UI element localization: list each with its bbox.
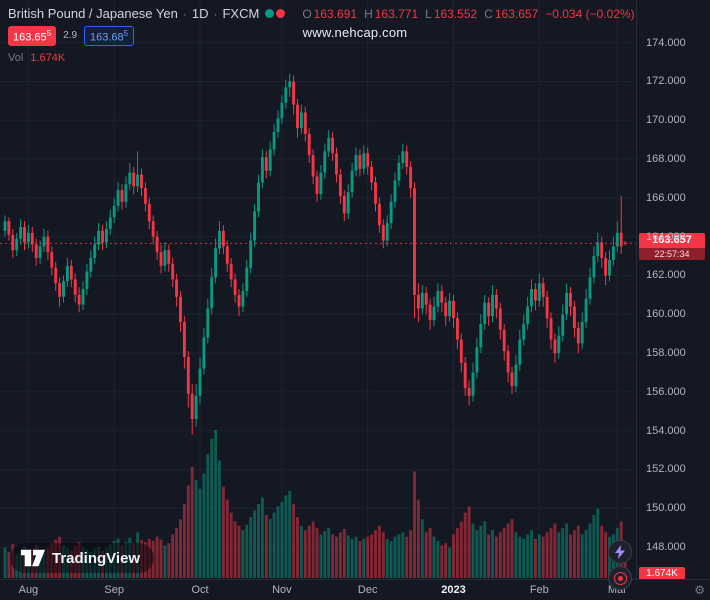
open-label: O: [302, 6, 312, 21]
price-axis-label: 154.000: [646, 424, 686, 437]
record-button[interactable]: [608, 566, 632, 590]
tradingview-logo-text: TradingView: [52, 549, 141, 567]
time-axis-label: Dec: [357, 584, 378, 596]
exchange-label[interactable]: FXCM: [222, 6, 260, 21]
separator: ·: [213, 6, 218, 21]
gear-icon[interactable]: ⚙: [694, 583, 705, 597]
down-color-swatch-icon: [276, 9, 286, 18]
high-value: 163.771: [374, 6, 419, 21]
low-value: 163.552: [433, 6, 478, 21]
grid-layer: [0, 0, 637, 580]
time-axis-label: Oct: [191, 584, 209, 596]
separator: ·: [182, 6, 187, 21]
quick-trade-button[interactable]: [608, 540, 632, 564]
sell-button[interactable]: 163.655: [8, 26, 57, 46]
symbol-title[interactable]: British Pound / Japanese Yen: [8, 6, 178, 21]
watermark: www.nehcap.com: [302, 25, 408, 40]
volume-axis-badge: 1.674K: [639, 567, 685, 581]
price-axis-label: 148.000: [646, 541, 686, 554]
candles-layer: [3, 73, 627, 435]
price-axis-label: 168.000: [646, 153, 686, 166]
tradingview-logo-icon: [21, 549, 45, 567]
candlestick-chart[interactable]: [0, 0, 637, 580]
volume-readout: Vol 1.674K: [8, 52, 635, 64]
high-label: H: [364, 6, 373, 21]
time-axis-label: Nov: [272, 584, 292, 596]
change-value: −0.034 (−0.02%): [545, 6, 635, 21]
volume-value: 1.674K: [30, 51, 66, 64]
time-axis[interactable]: ⚙ Aug Sep Oct Nov Dec 2023 Feb Mar: [0, 579, 710, 600]
price-axis-label: 162.000: [646, 269, 686, 282]
time-axis-label: 2023: [441, 584, 466, 596]
last-price-value: 163.657: [639, 233, 705, 249]
time-axis-label: Sep: [104, 584, 124, 596]
price-axis-label: 174.000: [646, 36, 686, 49]
price-axis-label: 150.000: [646, 502, 686, 515]
lightning-icon: [615, 545, 625, 559]
volume-label: Vol: [8, 51, 24, 64]
price-axis[interactable]: 163.657 22:57:34 1.674K 174.000 172.000 17…: [636, 0, 710, 581]
last-price-badge: 163.657 22:57:34: [639, 233, 705, 261]
price-axis-label: 172.000: [646, 75, 686, 88]
bar-countdown: 22:57:34: [639, 248, 705, 261]
tradingview-logo[interactable]: TradingView: [10, 543, 155, 573]
close-label: C: [484, 6, 493, 21]
open-value: 163.691: [313, 6, 358, 21]
price-axis-label: 160.000: [646, 308, 686, 321]
ohlc-readout: O 163.691 H 163.771 L 163.552 C 163.657 …: [295, 7, 634, 21]
low-label: L: [425, 6, 432, 21]
candle-colors-indicator: [265, 9, 286, 18]
price-axis-label: 156.000: [646, 385, 686, 398]
interval-label[interactable]: 1D: [191, 6, 209, 21]
price-axis-label: 166.000: [646, 191, 686, 204]
price-axis-label: 170.000: [646, 114, 686, 127]
record-icon: [613, 571, 627, 585]
time-axis-label: Aug: [18, 584, 39, 596]
chart-legend: British Pound / Japanese Yen · 1D · FXCM…: [8, 6, 635, 64]
up-color-swatch-icon: [265, 9, 275, 18]
buy-button[interactable]: 163.685: [84, 26, 135, 46]
price-axis-label: 152.000: [646, 463, 686, 476]
spread-value: 2.9: [63, 30, 78, 42]
time-axis-label: Feb: [529, 584, 549, 596]
close-value: 163.657: [494, 6, 539, 21]
price-axis-label: 158.000: [646, 347, 686, 360]
price-axis-label: 164.000: [646, 230, 686, 243]
